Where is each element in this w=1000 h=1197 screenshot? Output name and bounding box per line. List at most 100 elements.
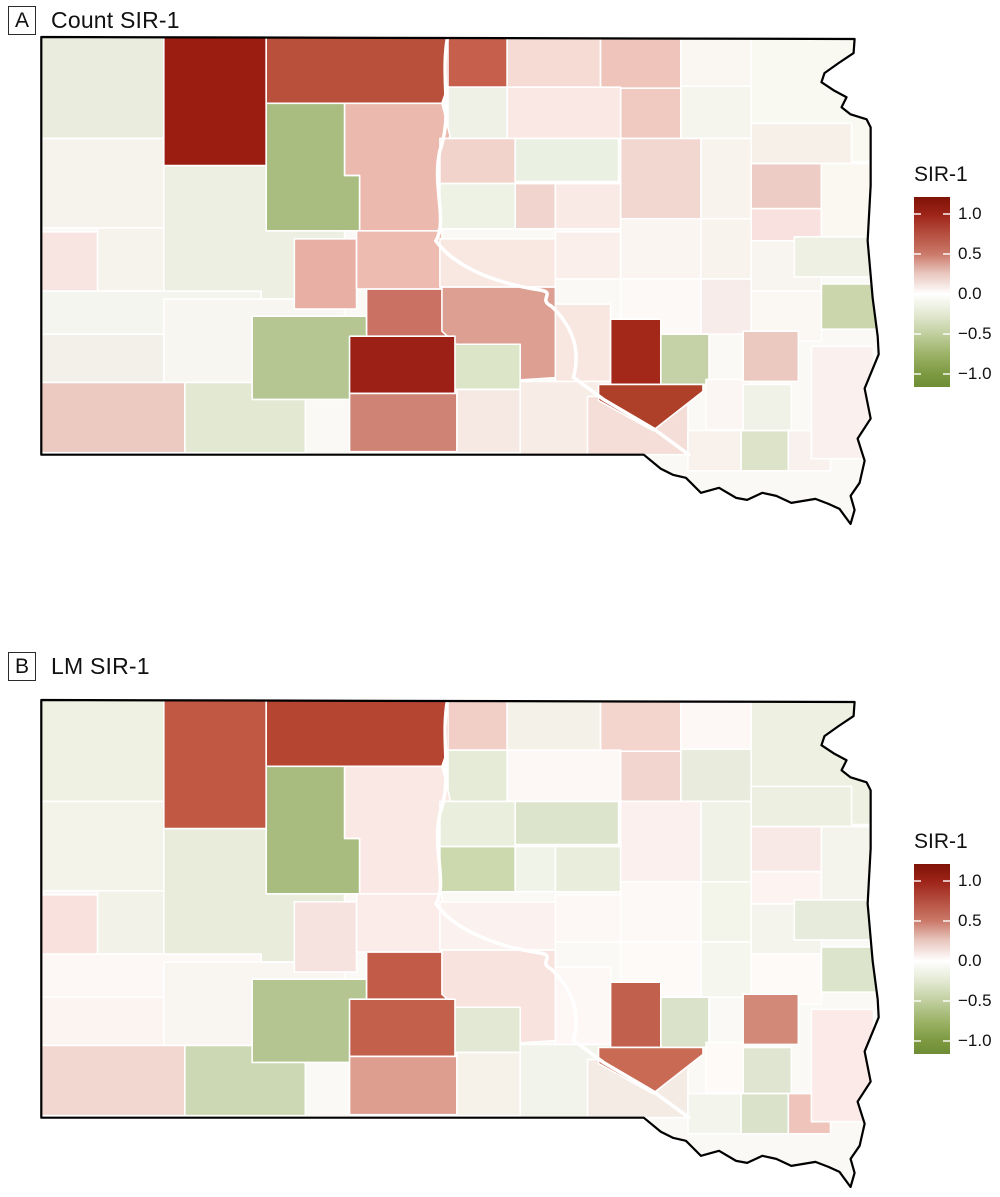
county-harding [41, 700, 165, 803]
county-harding [41, 37, 165, 140]
legend-title: SIR-1 [914, 830, 968, 853]
legend-tick-label: 0.5 [958, 244, 982, 263]
legend-tick-label: 0.0 [958, 950, 982, 970]
county-clark [700, 137, 752, 220]
county-hughes-col [514, 182, 557, 230]
legend-tick [943, 1039, 950, 1042]
county-buffalo-east-green [660, 333, 710, 386]
county-grant [750, 785, 853, 828]
panel-b-label: B [8, 652, 37, 681]
county-faulk [619, 87, 682, 140]
county-hamlin [750, 870, 823, 905]
legend-b: SIR-1 1.0 0.5 0.0 −0.5 −1.0 [902, 830, 1000, 1054]
legend-tick [914, 1039, 921, 1042]
county-walworth [447, 749, 508, 803]
county-davison [742, 993, 800, 1046]
county-potter [439, 137, 517, 185]
county-marshall [680, 700, 752, 751]
county-hand [554, 182, 622, 230]
county-mcpherson [506, 37, 602, 89]
county-hand [554, 845, 622, 893]
legend-tick-label: 1.0 [958, 871, 982, 891]
county-hyde-north [514, 137, 620, 183]
legend-tick [943, 920, 950, 922]
state-map-svg [40, 698, 880, 1189]
county-mcpherson [506, 700, 602, 752]
legend-tick [943, 332, 950, 335]
legend-tick [914, 213, 921, 216]
county-corson [265, 37, 456, 105]
panel-b-header: B LM SIR-1 [8, 652, 150, 681]
legend-tick [943, 292, 950, 295]
legend-tick [914, 959, 921, 962]
legend-a: SIR-1 1.0 0.5 0.0 −0.5 −1.0 [902, 163, 1000, 387]
legend-tick [914, 880, 921, 883]
legend-tick-label: 0.5 [958, 911, 982, 930]
county-yankton [687, 1092, 742, 1135]
county-hyde-north [514, 800, 620, 846]
county-deuel [820, 162, 873, 242]
county-buffalo [609, 318, 662, 386]
choropleth-map-a [40, 35, 884, 529]
panel-a-title: Count SIR-1 [51, 7, 180, 33]
county-edmunds [506, 86, 622, 140]
legend-tick [914, 999, 921, 1002]
county-miner [700, 278, 752, 336]
county-west-strip-1 [96, 226, 165, 292]
county-west-pink [41, 893, 99, 956]
legend-tick [914, 292, 921, 295]
county-armstrong [293, 238, 358, 310]
county-tripp [456, 388, 522, 454]
county-kingsbury [700, 880, 752, 943]
county-hamlin [750, 207, 823, 242]
county-hutchinson-green [742, 1046, 793, 1095]
county-clark [700, 800, 752, 883]
county-marshall [680, 37, 752, 88]
county-miner [700, 941, 752, 999]
legend-tick-label: −1.0 [958, 363, 992, 383]
legend-tick [943, 959, 950, 962]
legend-colorbar [914, 864, 950, 1054]
county-codington [750, 825, 823, 873]
county-walworth [447, 86, 508, 140]
legend-tick [943, 213, 950, 216]
county-beadle [619, 217, 702, 280]
county-hutchinson-green [742, 383, 793, 432]
county-jones-south [348, 335, 456, 395]
county-se-green [740, 429, 790, 472]
county-lake-green [793, 236, 879, 278]
choropleth-map-b [40, 698, 884, 1192]
county-fall-river [41, 381, 186, 454]
legend-tick-label: 1.0 [958, 204, 982, 224]
county-stanley [355, 229, 443, 290]
county-potter [439, 800, 517, 848]
legend-tick-label: 0.0 [958, 283, 982, 303]
county-codington [750, 162, 823, 210]
county-butte [41, 800, 165, 892]
legend-tick [914, 332, 921, 335]
county-deuel [820, 825, 873, 905]
county-hughes-col [514, 845, 557, 893]
county-jones [365, 951, 456, 1006]
county-jones-south [348, 998, 456, 1058]
county-kingsbury [700, 217, 752, 280]
county-ziebach [265, 102, 361, 232]
county-ziebach [265, 765, 361, 895]
county-tripp-west-green [444, 343, 522, 391]
county-buffalo [609, 981, 662, 1049]
county-grant [750, 122, 853, 165]
county-fall-river [41, 1044, 186, 1117]
legend-tick [914, 253, 921, 255]
legend-tick [943, 372, 950, 375]
county-day [680, 748, 752, 803]
county-faulk [619, 750, 682, 803]
county-moody-green [820, 283, 879, 330]
county-beadle [619, 880, 702, 943]
county-west-strip-1 [96, 889, 165, 955]
panel-b-title: LM SIR-1 [51, 653, 150, 679]
county-buffalo-east-green [660, 996, 710, 1049]
county-corson [265, 700, 456, 768]
county-perkins [162, 37, 268, 167]
legend-tick-label: −1.0 [958, 1030, 992, 1050]
